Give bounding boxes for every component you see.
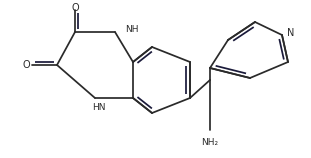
- Text: O: O: [71, 3, 79, 13]
- Text: N: N: [287, 28, 295, 38]
- Text: O: O: [22, 60, 30, 70]
- Text: HN: HN: [92, 103, 105, 112]
- Text: NH: NH: [125, 25, 138, 34]
- Text: NH₂: NH₂: [202, 138, 219, 147]
